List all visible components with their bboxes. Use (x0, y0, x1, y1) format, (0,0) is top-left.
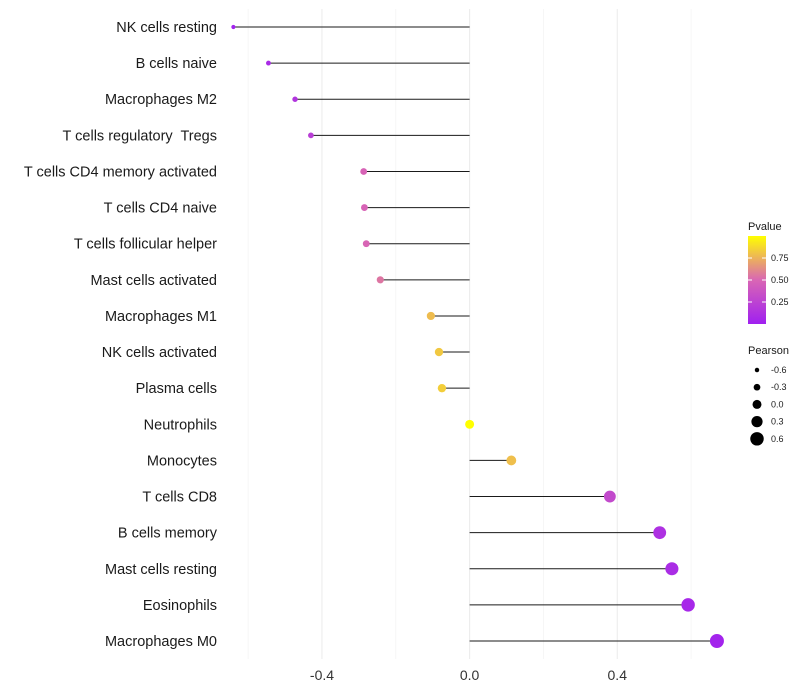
category-label: Mast cells activated (90, 273, 217, 289)
pearson-legend-label: -0.6 (771, 365, 787, 375)
pearson-legend-key (753, 383, 761, 391)
pvalue-legend-title: Pvalue (748, 221, 782, 233)
legends: Pvalue 0.25 0.50 0.75 Pearson -0.6 -0.3 0.0 0… (748, 221, 789, 446)
x-tick-label: 0.0 (460, 667, 480, 683)
pvalue-colorbar (748, 236, 766, 324)
x-tick-label: 0.4 (608, 667, 628, 683)
lollipop-point (361, 204, 368, 211)
category-label: T cells regulatory Tregs (63, 128, 217, 144)
category-label: Plasma cells (136, 381, 217, 397)
category-label: NK cells resting (116, 20, 217, 36)
category-label: Eosinophils (143, 598, 217, 614)
category-label: T cells CD4 memory activated (24, 164, 217, 180)
category-label: Macrophages M0 (105, 634, 217, 650)
lollipop-point (665, 562, 679, 576)
lollipop-point (266, 60, 271, 66)
lollipop-point (362, 240, 370, 248)
point-layer (231, 24, 724, 648)
pearson-legend-key (754, 367, 760, 373)
category-label: Neutrophils (144, 417, 217, 433)
category-labels: NK cells resting B cells naive Macrophages… (24, 20, 218, 650)
lollipop-point (376, 276, 384, 284)
pearson-legend-title: Pearson (748, 345, 789, 357)
pvalue-legend-label: 0.25 (771, 297, 789, 307)
category-label: B cells naive (136, 56, 217, 72)
pearson-legend-keys: -0.6 -0.3 0.0 0.3 0.6 (750, 365, 787, 446)
lollipop-point (292, 96, 298, 102)
category-label: T cells follicular helper (74, 237, 217, 253)
x-axis-ticks: -0.4 0.0 0.4 (310, 667, 627, 683)
category-label: Macrophages M1 (105, 309, 217, 325)
pvalue-legend-label: 0.75 (771, 253, 789, 263)
category-label: T cells CD4 naive (104, 201, 217, 217)
category-label: Monocytes (147, 453, 217, 469)
lollipop-point (308, 132, 314, 139)
lollipop-point (506, 455, 517, 466)
lollipop-point (437, 383, 447, 393)
lollipop-point (434, 347, 444, 357)
lollipop-point (360, 168, 368, 175)
stem-layer (233, 26, 717, 642)
lollipop-point (653, 526, 667, 540)
lollipop-point (426, 311, 435, 321)
lollipop-point (709, 634, 724, 648)
pvalue-legend-label: 0.50 (771, 275, 789, 285)
pvalue-legend-ticks: 0.25 0.50 0.75 (748, 253, 789, 307)
category-label: T cells CD8 (142, 490, 217, 506)
pearson-legend-label: -0.3 (771, 382, 787, 392)
category-label: Macrophages M2 (105, 92, 217, 108)
category-label: Mast cells resting (105, 562, 217, 578)
category-label: NK cells activated (102, 345, 217, 361)
pearson-legend-label: 0.3 (771, 417, 784, 427)
category-label: B cells memory (118, 526, 218, 542)
pearson-legend-label: 0.0 (771, 399, 784, 409)
lollipop-point (465, 419, 475, 429)
pearson-legend-key (752, 399, 762, 409)
lollipop-point (231, 24, 236, 30)
pearson-legend-key (751, 415, 763, 428)
lollipop-point (603, 490, 616, 503)
lollipop-point (681, 598, 695, 612)
pearson-legend-label: 0.6 (771, 434, 784, 444)
x-tick-label: -0.4 (310, 667, 334, 683)
pearson-legend-key (750, 432, 764, 446)
grid-layer (247, 9, 692, 659)
